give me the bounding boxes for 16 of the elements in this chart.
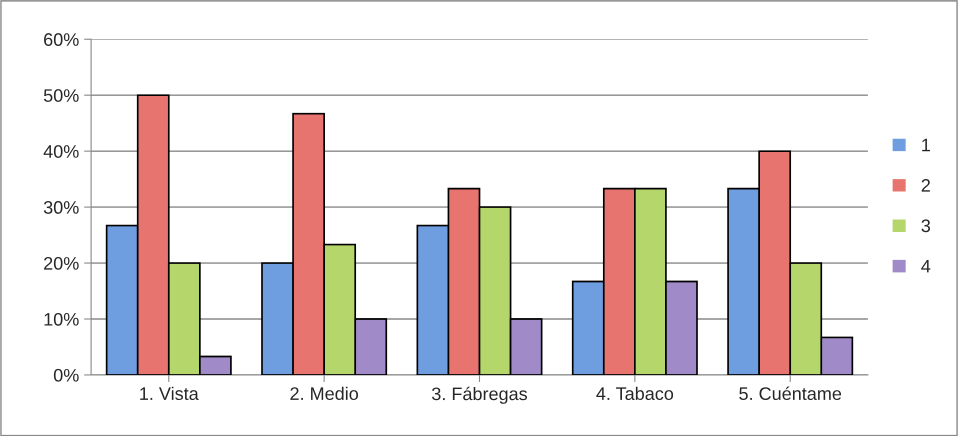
y-tick-label: 10%	[44, 312, 79, 326]
y-tick-label: 0%	[54, 368, 79, 382]
x-tick-label: 3. Fábregas	[432, 386, 528, 404]
y-tick-label: 50%	[44, 89, 79, 102]
x-tick-label: 5. Cuéntame	[739, 386, 842, 400]
legend-label: 3	[921, 219, 930, 232]
y-tick-label: 30%	[44, 201, 79, 214]
legend-label: 1	[922, 138, 930, 152]
x-tick-label: 1. Vista	[140, 386, 199, 400]
x-tick-label: 2. Medio	[290, 386, 358, 400]
legend-label: 2	[922, 179, 930, 192]
x-tick-label: 4. Tabaco	[596, 386, 674, 400]
y-tick-label: 40%	[44, 145, 79, 158]
y-tick-label: 60%	[44, 33, 79, 46]
legend-label: 4	[921, 260, 930, 272]
y-tick-label: 20%	[44, 256, 79, 270]
